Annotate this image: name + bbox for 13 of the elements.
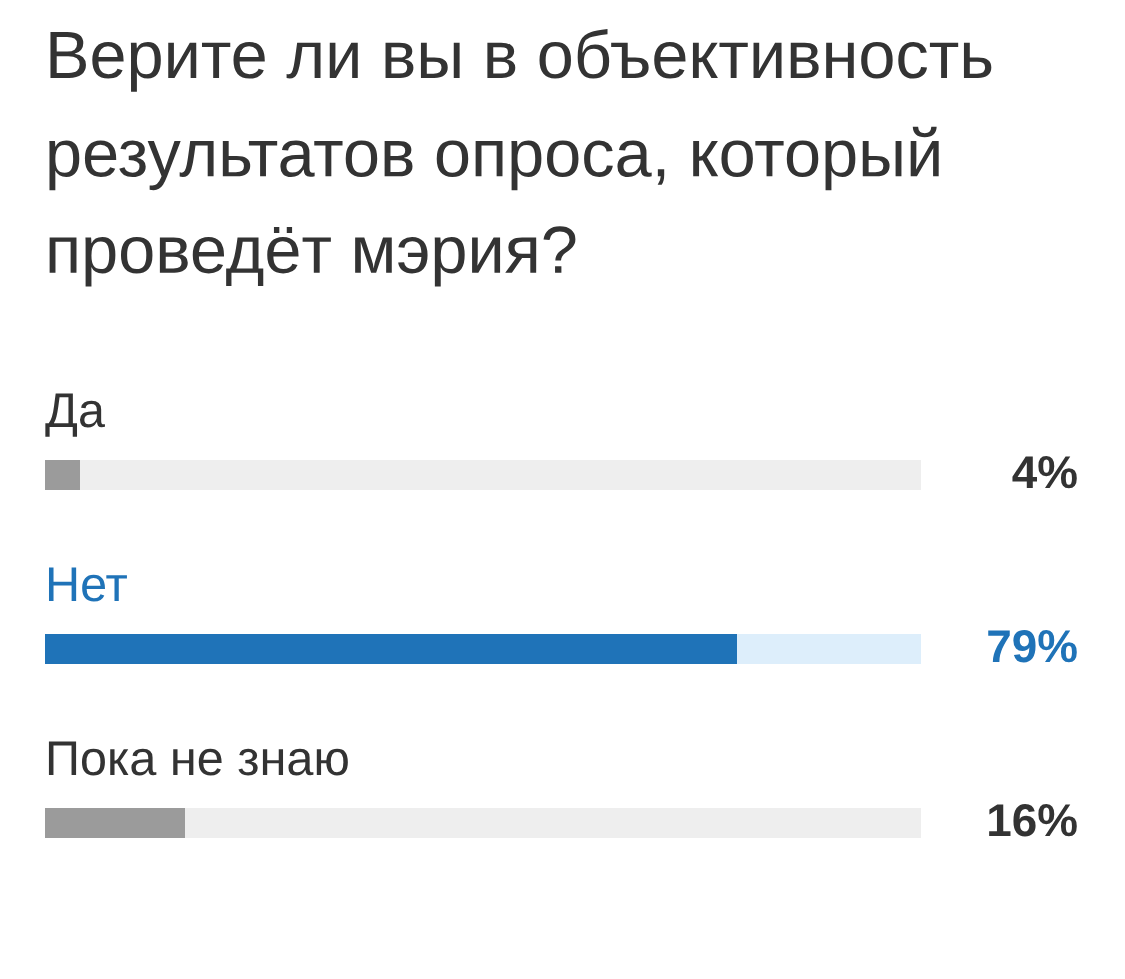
bar — [185, 808, 921, 838]
bar — [80, 460, 921, 490]
y-tick-label: Нет — [48, 567, 127, 602]
bar — [45, 460, 81, 490]
bar — [45, 634, 738, 664]
y-tick-label: Да — [45, 393, 105, 437]
y-tick-label: Пока не знаю — [48, 741, 348, 776]
data-label: 16% — [989, 804, 1077, 837]
data-label: 79% — [988, 630, 1077, 663]
chart-title: Верите ли вы в объективность результатов опроса, который проведёт мэрия? — [49, 29, 992, 287]
bar — [45, 808, 186, 838]
bar — [737, 634, 921, 664]
data-label: 4% — [1012, 456, 1077, 489]
